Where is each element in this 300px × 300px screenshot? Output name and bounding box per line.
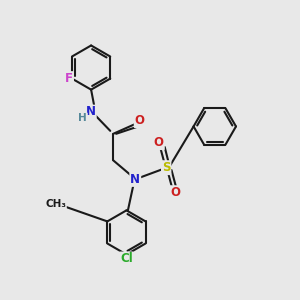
Text: O: O	[170, 186, 180, 199]
Text: F: F	[65, 72, 73, 85]
Text: CH₃: CH₃	[45, 200, 66, 209]
Text: N: N	[130, 173, 140, 186]
Text: H: H	[79, 113, 87, 123]
Text: Cl: Cl	[120, 252, 133, 266]
Text: O: O	[135, 114, 145, 127]
Text: N: N	[86, 105, 96, 118]
Text: S: S	[162, 161, 170, 174]
Text: O: O	[154, 136, 164, 149]
